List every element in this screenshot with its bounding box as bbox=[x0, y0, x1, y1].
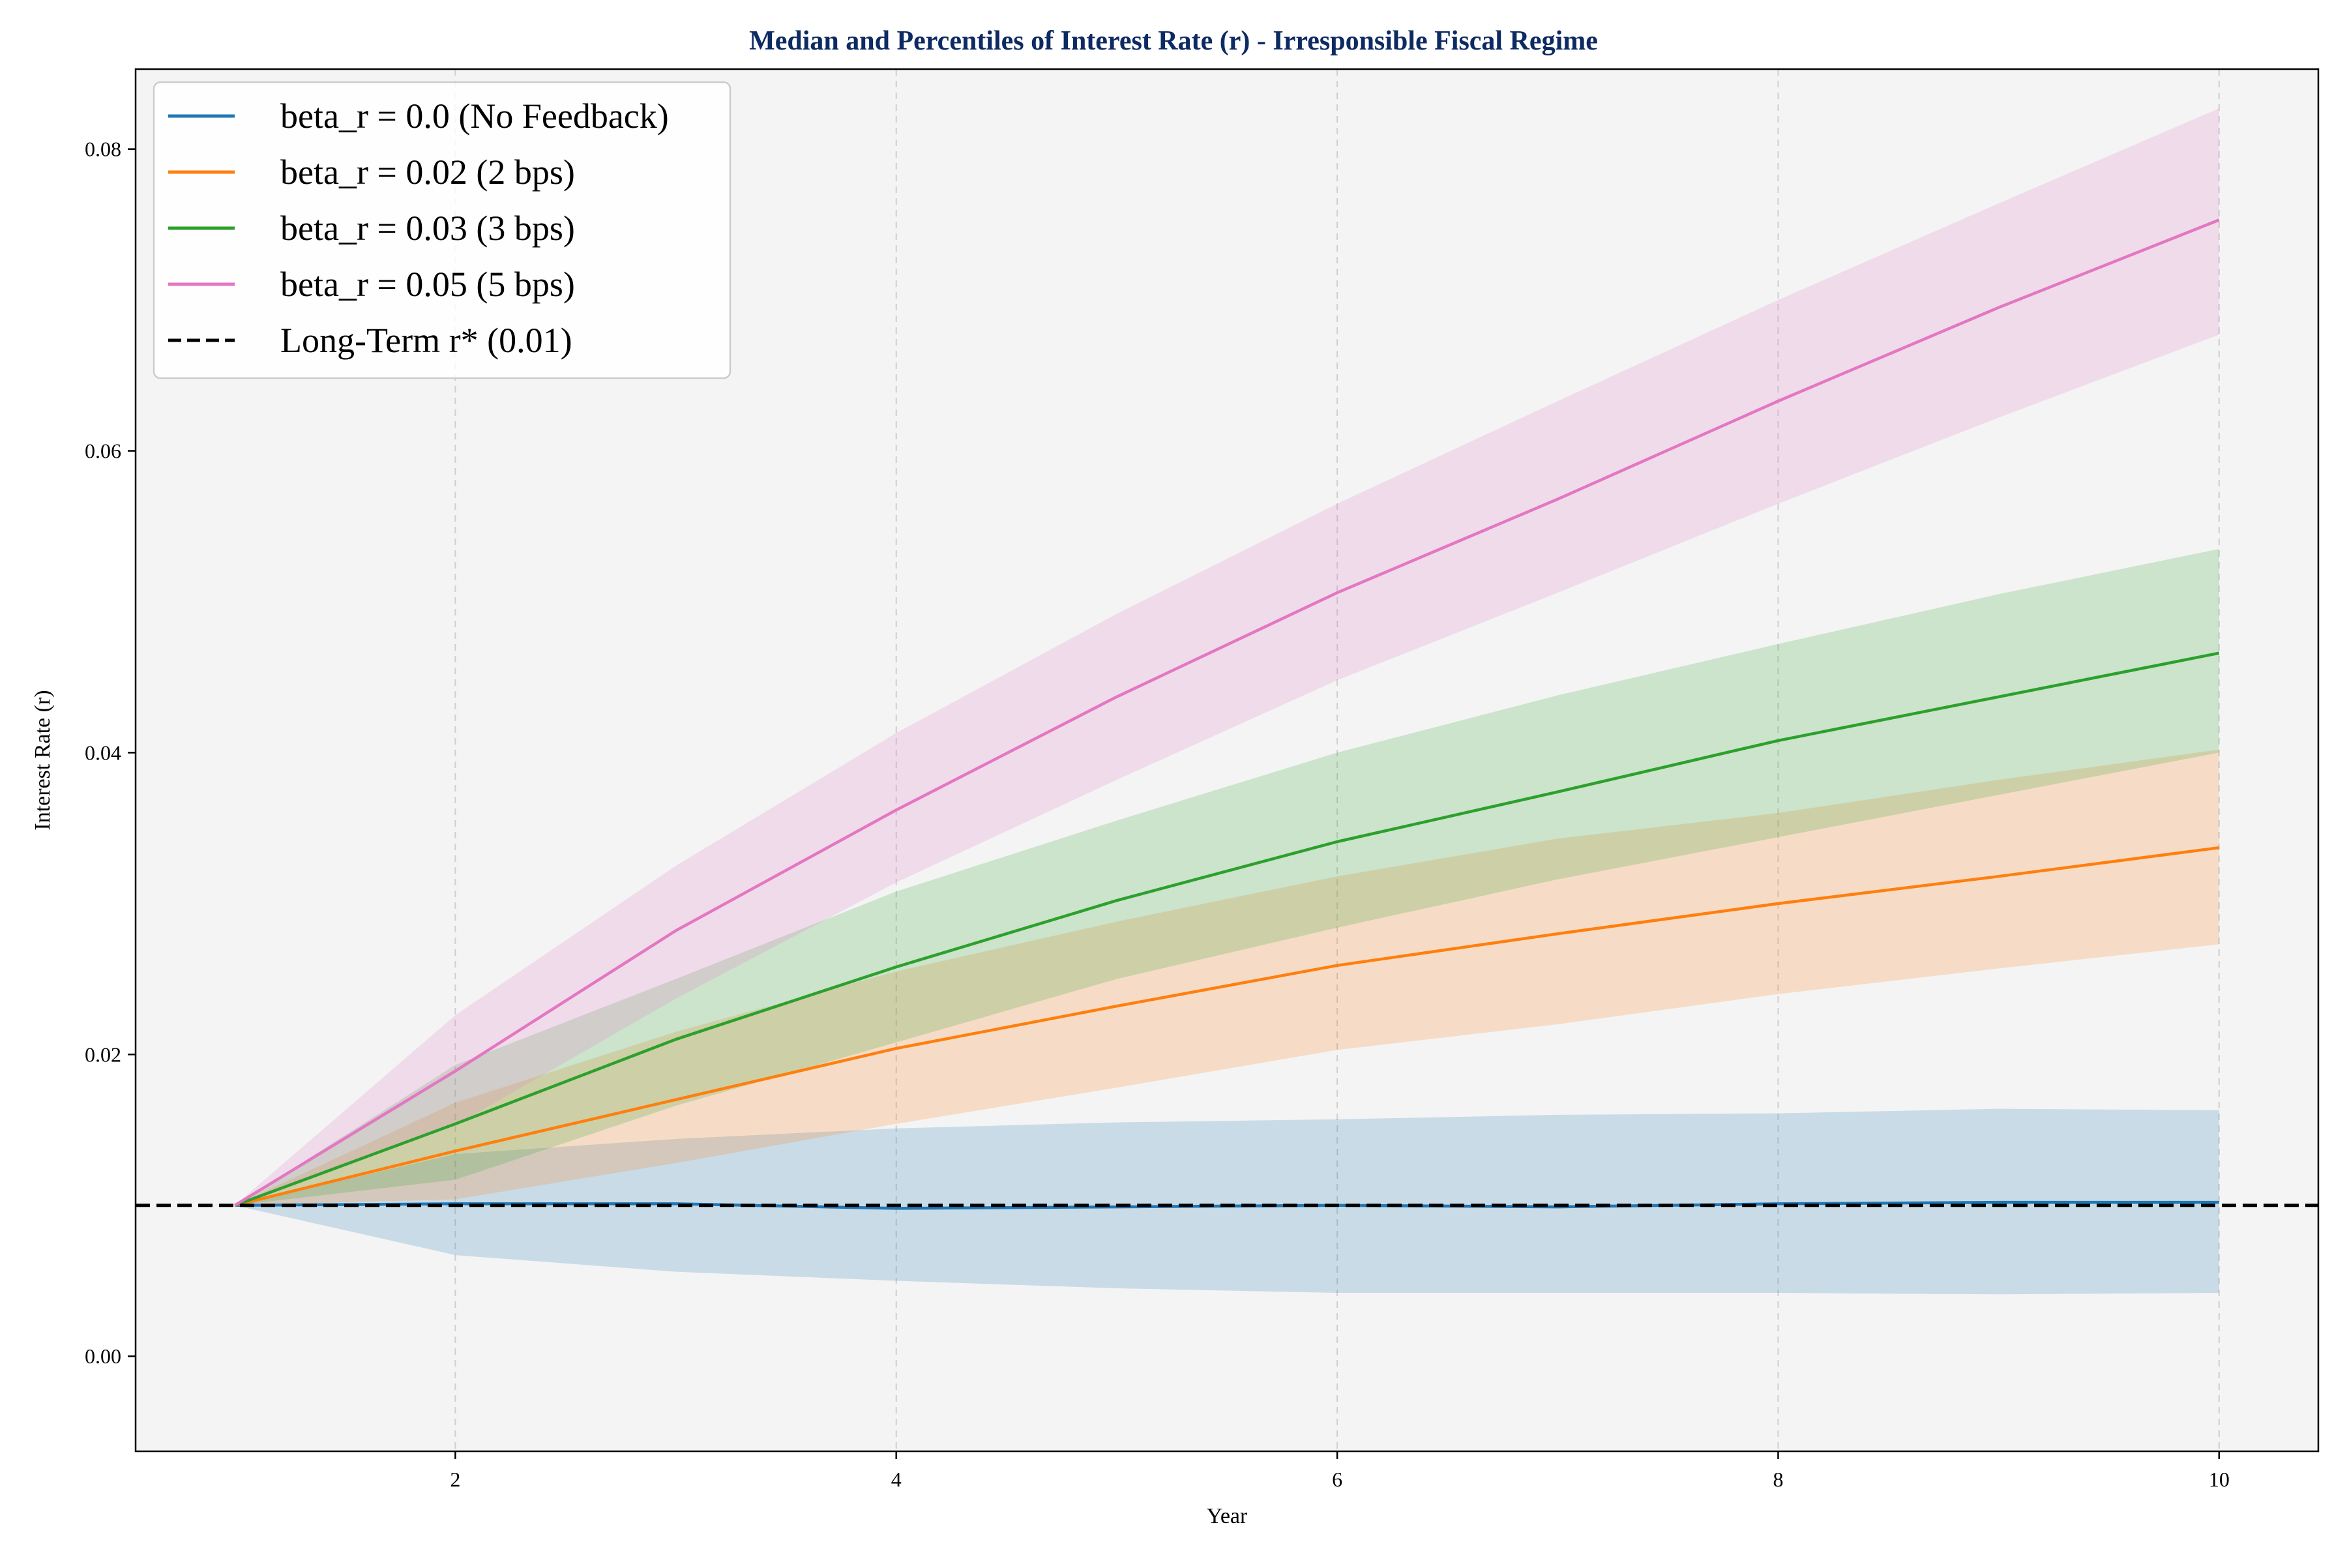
legend-label: beta_r = 0.02 (2 bps) bbox=[280, 153, 575, 192]
median-line bbox=[234, 846, 2220, 1207]
legend-label: beta_r = 0.0 (No Feedback) bbox=[280, 96, 669, 136]
percentile-band bbox=[235, 749, 2219, 1206]
y-tick-label: 0.00 bbox=[85, 1344, 121, 1368]
x-tick-label: 4 bbox=[891, 1468, 902, 1491]
x-tick-label: 8 bbox=[1773, 1468, 1783, 1491]
y-tick-label: 0.02 bbox=[85, 1043, 121, 1066]
median-line bbox=[234, 651, 2220, 1207]
legend-label: beta_r = 0.05 (5 bps) bbox=[280, 265, 575, 304]
x-tick-label: 6 bbox=[1332, 1468, 1342, 1491]
median-line bbox=[234, 218, 2220, 1207]
plot-frame bbox=[134, 68, 2320, 1453]
x-tick-label: 2 bbox=[450, 1468, 460, 1491]
legend-label: beta_r = 0.03 (3 bps) bbox=[280, 209, 575, 248]
legend-box bbox=[153, 81, 731, 379]
x-axis-label: Year bbox=[1207, 1504, 1248, 1528]
y-tick-label: 0.04 bbox=[85, 741, 121, 764]
grid-layer bbox=[454, 69, 2220, 1451]
y-tick-label: 0.08 bbox=[85, 138, 121, 161]
chart-title: Median and Percentiles of Interest Rate … bbox=[749, 26, 1598, 56]
y-axis-label: Interest Rate (r) bbox=[31, 690, 55, 830]
percentile-band bbox=[235, 108, 2219, 1206]
y-tick-label: 0.06 bbox=[85, 439, 121, 463]
legend-label: Long-Term r* (0.01) bbox=[280, 321, 572, 360]
percentile-band bbox=[235, 549, 2219, 1206]
legend: beta_r = 0.0 (No Feedback) beta_r = 0.02 … bbox=[153, 81, 731, 379]
percentile-bands bbox=[235, 108, 2219, 1295]
x-tick-label: 10 bbox=[2209, 1468, 2230, 1491]
percentile-band bbox=[235, 1108, 2219, 1295]
axis-ticks: 2 4 6 8 10 0.00 0.02 0.04 0.06 0.08 bbox=[85, 138, 2230, 1491]
